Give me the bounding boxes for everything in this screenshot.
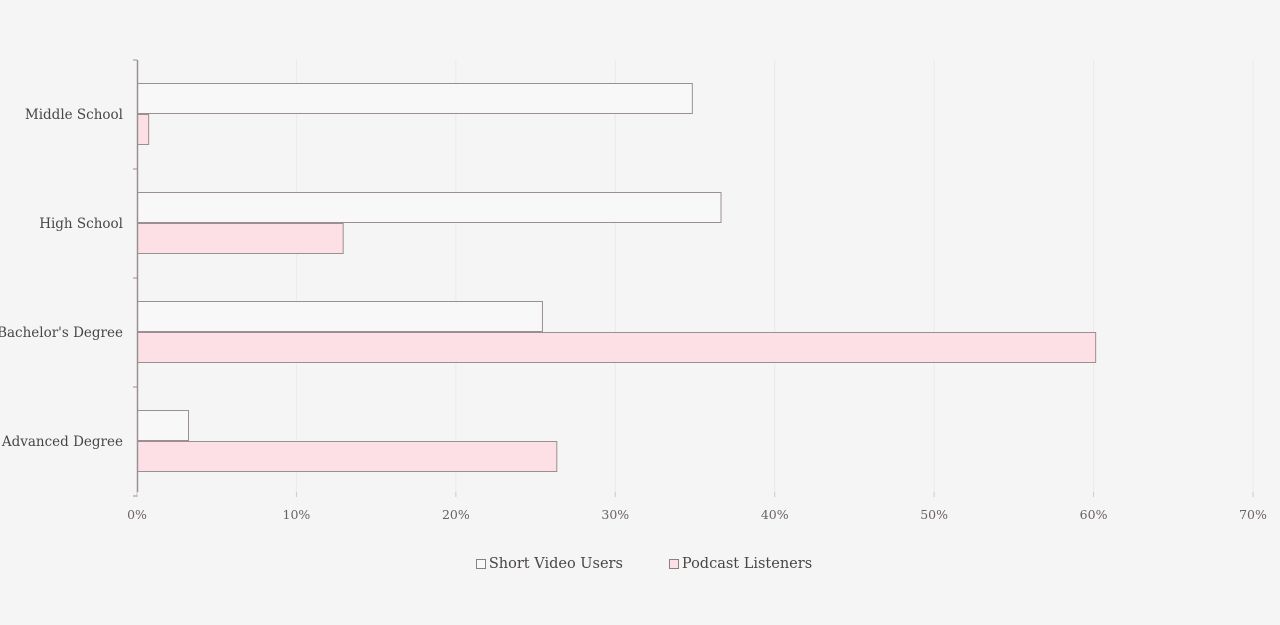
gridlines: [295, 60, 1254, 492]
bar-podcast-listeners[interactable]: [137, 223, 344, 254]
bar-short-video-users[interactable]: [137, 410, 190, 441]
legend: Short Video Users Podcast Listeners: [0, 556, 1280, 572]
category-label: Middle School: [25, 107, 123, 123]
legend-swatch-short-video-users: [475, 559, 486, 569]
bar-short-video-users[interactable]: [137, 192, 722, 223]
bar-podcast-listeners[interactable]: [137, 332, 1097, 363]
bars: [137, 83, 1097, 472]
bar-short-video-users[interactable]: [137, 301, 543, 332]
x-tick-label: 70%: [1239, 507, 1267, 522]
legend-swatch-podcast-listeners: [668, 559, 679, 569]
category-label: Advanced Degree: [1, 434, 123, 450]
bar-podcast-listeners[interactable]: [137, 441, 558, 472]
category-label: Bachelor's Degree: [0, 325, 123, 341]
legend-item-short-video-users[interactable]: Short Video Users: [468, 556, 623, 572]
x-tick-label: 60%: [1080, 507, 1108, 522]
x-tick-label: 50%: [920, 507, 948, 522]
bar-podcast-listeners[interactable]: [137, 114, 150, 145]
x-tick-label: 40%: [761, 507, 789, 522]
legend-item-podcast-listeners[interactable]: Podcast Listeners: [661, 556, 812, 572]
axes: [133, 59, 1254, 497]
x-tick-label: 10%: [283, 507, 311, 522]
x-tick-labels: 0% 10% 20% 30% 40% 50% 60% 70%: [127, 507, 1267, 522]
x-tick-label: 30%: [601, 507, 629, 522]
bar-short-video-users[interactable]: [137, 83, 693, 114]
legend-label-short-video-users: Short Video Users: [488, 556, 623, 572]
category-labels: Middle School High School Bachelor's Degre…: [0, 107, 123, 450]
x-tick-label: 20%: [442, 507, 470, 522]
x-tick-label: 0%: [127, 507, 147, 522]
legend-label-podcast-listeners: Podcast Listeners: [681, 556, 813, 572]
category-label: High School: [39, 216, 123, 232]
